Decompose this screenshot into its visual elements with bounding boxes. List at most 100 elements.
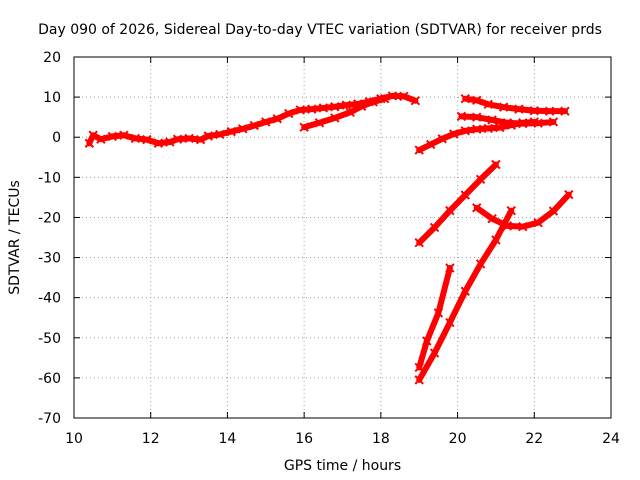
data-point <box>330 113 340 123</box>
data-point <box>472 112 482 122</box>
data-point <box>330 102 340 112</box>
data-point <box>472 203 482 213</box>
data-point <box>295 105 306 115</box>
data-point <box>215 129 225 140</box>
data-point <box>96 134 106 144</box>
series-track-2 <box>299 94 390 132</box>
data-point <box>460 126 470 136</box>
data-point <box>387 91 398 101</box>
data-point <box>437 134 447 144</box>
x-tick-label: 16 <box>295 431 313 447</box>
data-point <box>445 205 455 216</box>
series-track-5 <box>460 94 570 116</box>
data-point <box>414 238 424 248</box>
y-tick-label: -50 <box>38 331 61 347</box>
data-point <box>487 115 497 125</box>
data-point <box>491 235 501 245</box>
data-point <box>548 117 559 127</box>
data-point <box>307 104 317 114</box>
y-tick-label: -10 <box>38 170 61 186</box>
data-point <box>272 114 283 124</box>
data-point <box>564 189 574 200</box>
data-point <box>460 190 470 200</box>
data-point <box>518 118 528 129</box>
x-tick-label: 22 <box>525 431 543 447</box>
data-point <box>487 213 497 224</box>
data-point <box>472 124 482 134</box>
y-tick-label: -30 <box>38 251 61 267</box>
data-point <box>299 122 309 132</box>
x-tick-label: 20 <box>449 431 467 447</box>
series-track-8 <box>414 205 516 385</box>
data-point <box>456 111 467 122</box>
data-point <box>495 122 505 133</box>
data-point <box>368 97 378 107</box>
data-point <box>261 117 271 127</box>
data-point <box>544 106 555 116</box>
data-point <box>184 133 194 144</box>
data-point <box>318 103 329 113</box>
data-point <box>548 206 559 216</box>
data-point <box>518 221 528 232</box>
data-point <box>445 317 455 328</box>
data-point <box>472 95 482 106</box>
data-point <box>483 99 493 110</box>
data-point <box>422 336 432 346</box>
data-point <box>172 134 183 144</box>
data-point <box>195 134 206 145</box>
data-point <box>529 106 539 116</box>
x-tick-label: 12 <box>142 431 160 447</box>
data-point <box>88 130 98 140</box>
data-point <box>414 145 424 155</box>
data-point <box>84 138 95 148</box>
chart-title: Day 090 of 2026, Sidereal Day-to-day VTE… <box>38 22 602 38</box>
x-tick-label: 18 <box>372 431 390 447</box>
data-point <box>475 259 486 269</box>
data-point <box>560 106 570 116</box>
x-axis-label: GPS time / hours <box>284 458 401 474</box>
data-point <box>460 286 470 296</box>
data-point <box>203 131 213 141</box>
data-point <box>491 159 501 170</box>
data-point <box>410 96 421 106</box>
series-track-7 <box>472 189 574 232</box>
y-tick-label: -60 <box>38 371 61 387</box>
data-point <box>445 263 455 273</box>
data-point <box>379 94 390 104</box>
data-point <box>226 126 236 137</box>
data-point <box>498 102 509 112</box>
y-tick-label: -70 <box>38 411 61 427</box>
data-point <box>341 100 352 110</box>
series-track-9 <box>414 263 455 373</box>
axis-ticks: 10 12 14 16 18 20 22 24 -70 -60 -50 -40 -30 -20 -10 0 10… <box>38 50 620 447</box>
data-point <box>533 118 543 128</box>
y-tick-label: 20 <box>43 50 61 66</box>
data-point <box>314 118 325 128</box>
y-tick-label: -40 <box>38 291 61 307</box>
data-point <box>356 101 367 112</box>
series-line <box>416 264 453 371</box>
data-point <box>429 348 440 358</box>
data-point <box>165 137 175 147</box>
y-tick-label: 0 <box>52 130 61 146</box>
data-point <box>533 217 543 228</box>
series-track-4 <box>456 111 559 129</box>
data-point <box>475 174 486 185</box>
y-axis-label: SDTVAR / TECUs <box>7 180 23 295</box>
data-point <box>506 205 516 216</box>
grid <box>74 57 611 418</box>
data-point <box>414 375 424 385</box>
data-point <box>514 104 524 114</box>
series-track-6 <box>414 159 501 248</box>
series-line <box>462 95 568 115</box>
data-point <box>433 308 444 318</box>
y-tick-label: -20 <box>38 210 61 226</box>
data-point <box>153 138 164 148</box>
data-point <box>249 120 259 131</box>
data-point <box>449 129 459 139</box>
data-point <box>284 108 294 119</box>
x-tick-label: 10 <box>65 431 83 447</box>
data-point <box>142 134 152 145</box>
y-tick-label: 10 <box>43 90 61 106</box>
